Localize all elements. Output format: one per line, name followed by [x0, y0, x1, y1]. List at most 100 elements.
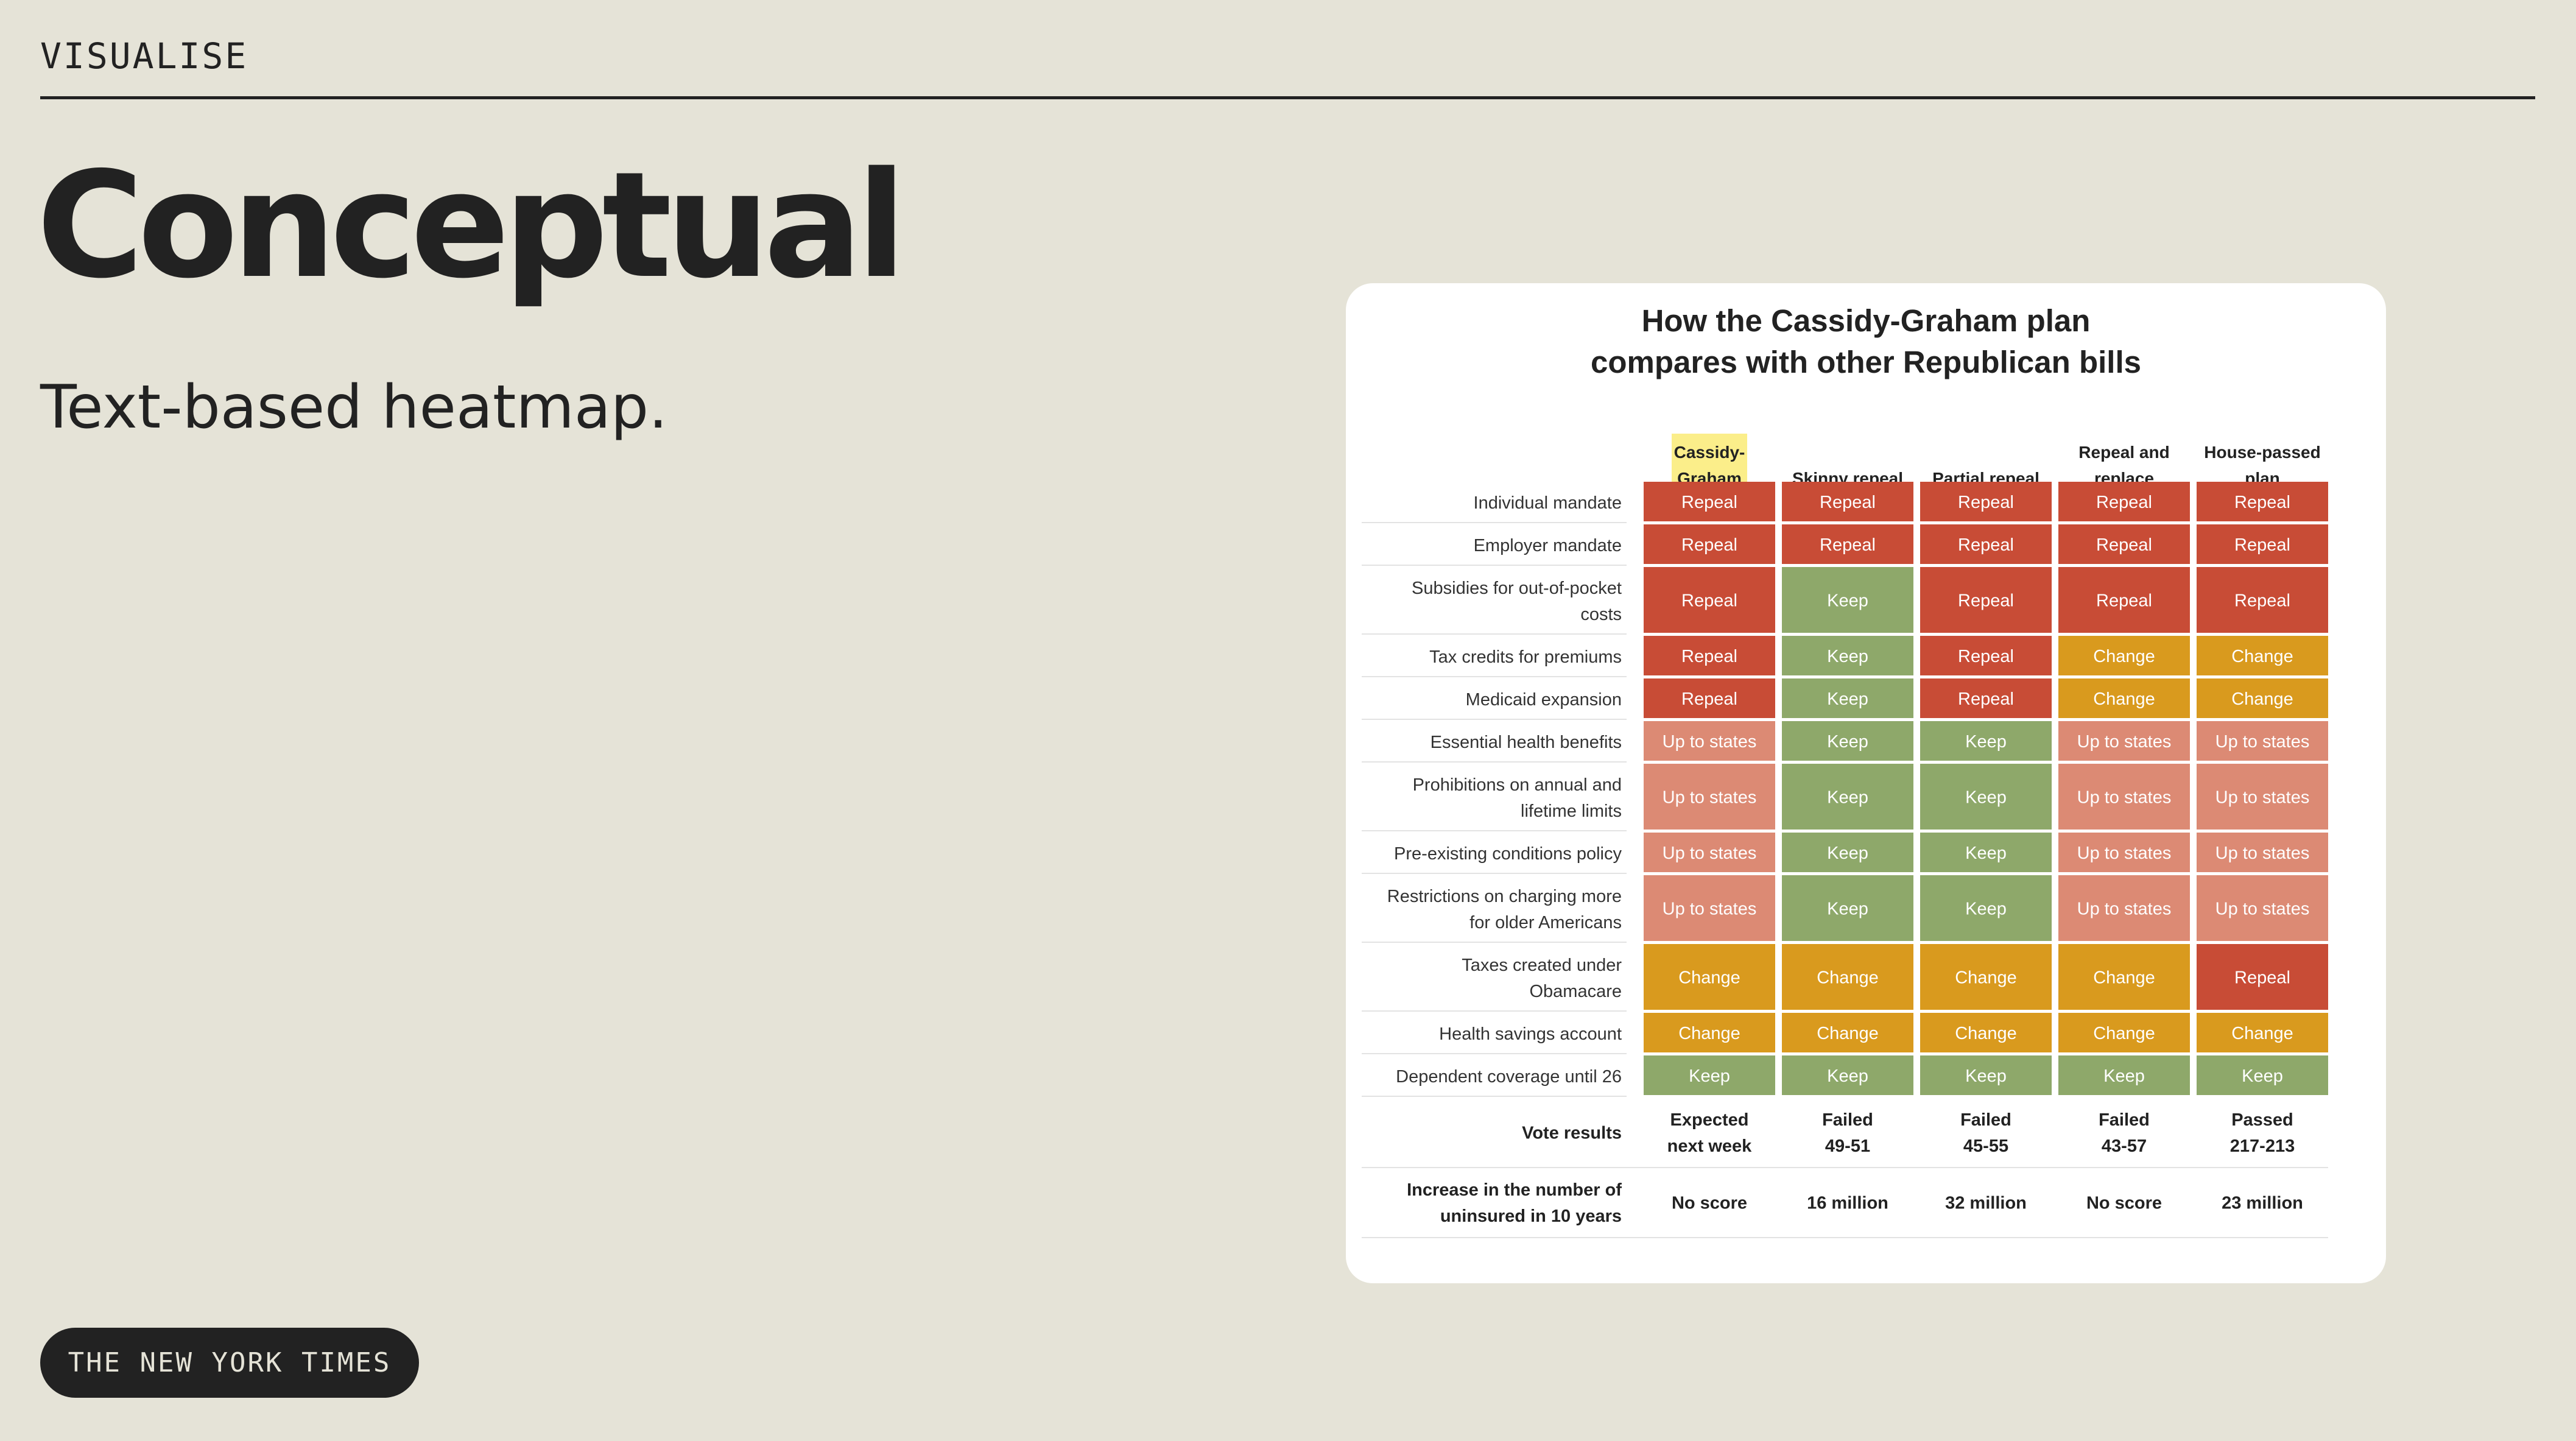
cell-value: Repeal	[1958, 647, 2014, 666]
heatmap-cell	[1644, 678, 1775, 718]
summary-value: Failed 45-55	[1960, 1110, 2011, 1156]
cell-value-line: Change	[1955, 1024, 2017, 1043]
heatmap-cell	[2058, 636, 2190, 675]
row-label-line: Pre-existing conditions policy	[1394, 844, 1622, 864]
summary-label: Increase in the number of uninsured in 10…	[1407, 1180, 1622, 1226]
cell-value-line: Repeal	[1820, 493, 1876, 512]
cell-value-line: Keep	[1965, 788, 2007, 808]
cell-value: Change	[2093, 1024, 2155, 1043]
summary-value: 23 million	[2222, 1194, 2303, 1213]
summary-value-line: 217-213	[2230, 1136, 2295, 1156]
source-pill: THE NEW YORK TIMES	[40, 1328, 419, 1398]
cell-value: Change	[1817, 1024, 1879, 1043]
heatmap-cell	[2058, 875, 2190, 941]
source-pill-label: THE NEW YORK TIMES	[68, 1347, 392, 1378]
row-label-line: Dependent coverage until 26	[1396, 1067, 1622, 1087]
cell-value: Change	[1678, 1024, 1740, 1043]
cell-value-line: Change	[2093, 968, 2155, 988]
cell-value: Keep	[2103, 1066, 2145, 1086]
summary-value-line: Failed	[2099, 1110, 2150, 1130]
summary-value: Failed 43-57	[2099, 1110, 2150, 1156]
heatmap-cell	[2197, 482, 2328, 521]
cell-value-line: Repeal	[2096, 591, 2152, 611]
heatmap-cell	[1920, 944, 2052, 1010]
row-label-line: Employer mandate	[1474, 536, 1622, 555]
heatmap-cell	[1920, 636, 2052, 675]
row-label-line: Taxes created under	[1462, 956, 1622, 975]
row-label: Health savings account	[1439, 1024, 1622, 1044]
cell-value: Keep	[1827, 689, 1868, 709]
cell-value: Keep	[1827, 591, 1868, 611]
summary-value: 32 million	[1945, 1194, 2027, 1213]
cell-value-line: Repeal	[2096, 535, 2152, 555]
cell-value-line: Repeal	[1681, 647, 1737, 666]
page-subtitle: Text-based heatmap.	[40, 373, 668, 442]
row-label: Taxes created under Obamacare	[1462, 956, 1622, 1001]
column-header: Repeal and replace	[2078, 443, 2169, 488]
cell-value-line: Repeal	[1958, 535, 2014, 555]
cell-value-line: Up to states	[1663, 732, 1757, 752]
column-header-line: Cassidy-	[1674, 443, 1745, 462]
summary-value-line: next week	[1667, 1136, 1752, 1156]
cell-value: Keep	[1827, 900, 1868, 919]
cell-value-line: Keep	[1827, 647, 1868, 666]
heatmap-cell	[1782, 721, 1913, 761]
cell-value-line: Repeal	[1958, 647, 2014, 666]
cell-value: Repeal	[1681, 535, 1737, 555]
cell-value: Repeal	[2096, 591, 2152, 611]
heatmap-cell	[1920, 678, 2052, 718]
row-label: Individual mandate	[1474, 493, 1622, 513]
cell-value: Keep	[1965, 900, 2007, 919]
cell-value: Up to states	[2077, 844, 2172, 863]
cell-value: Change	[2093, 968, 2155, 988]
heatmap-cell	[1644, 567, 1775, 633]
cell-value-line: Change	[2093, 1024, 2155, 1043]
cell-value: Repeal	[1958, 689, 2014, 709]
cell-value-line: Keep	[1965, 900, 2007, 919]
row-label: Dependent coverage until 26	[1396, 1067, 1622, 1087]
summary-label: Vote results	[1522, 1124, 1622, 1143]
summary-value: No score	[2086, 1194, 2162, 1213]
cell-value-line: Repeal	[1681, 689, 1737, 709]
cell-value: Up to states	[2215, 900, 2310, 919]
cell-value-line: Change	[2231, 1024, 2293, 1043]
heatmap-cell	[2058, 567, 2190, 633]
cell-value: Keep	[1965, 1066, 2007, 1086]
cell-value: Repeal	[1958, 535, 2014, 555]
heatmap-cell	[2197, 636, 2328, 675]
cell-value: Repeal	[1958, 591, 2014, 611]
heatmap-cell	[1782, 567, 1913, 633]
cell-value: Keep	[1827, 844, 1868, 863]
cell-value-line: Repeal	[1958, 689, 2014, 709]
cell-value: Repeal	[1958, 493, 2014, 512]
summary-value-line: No score	[2086, 1194, 2162, 1213]
row-label: Employer mandate	[1474, 536, 1622, 555]
cell-value: Repeal	[1820, 535, 1876, 555]
heatmap-cell	[1644, 482, 1775, 521]
cell-value-line: Keep	[1827, 788, 1868, 808]
cell-value-line: Up to states	[2215, 900, 2310, 919]
heatmap-cell	[2197, 678, 2328, 718]
cell-value: Change	[2231, 1024, 2293, 1043]
cell-value: Up to states	[2077, 788, 2172, 808]
row-label-line: Obamacare	[1529, 982, 1622, 1001]
row-label-line: Restrictions on charging more	[1387, 887, 1622, 906]
cell-value: Keep	[1689, 1066, 1730, 1086]
row-label-line: Individual mandate	[1474, 493, 1622, 513]
row-label: Medicaid expansion	[1466, 690, 1622, 710]
cell-value-line: Repeal	[2234, 493, 2290, 512]
heatmap-cell	[1920, 567, 2052, 633]
cell-value: Up to states	[2215, 844, 2310, 863]
heatmap-cell	[2197, 944, 2328, 1010]
cell-value: Keep	[1827, 647, 1868, 666]
column-header-line: Repeal and	[2078, 443, 2169, 462]
cell-value: Repeal	[1681, 647, 1737, 666]
summary-value-line: Expected	[1670, 1110, 1749, 1130]
row-label: Subsidies for out-of-pocket costs	[1412, 579, 1622, 624]
heatmap-cell	[2058, 482, 2190, 521]
cell-value: Keep	[1827, 788, 1868, 808]
cell-value: Repeal	[2234, 591, 2290, 611]
heatmap-cell	[2058, 1013, 2190, 1052]
row-label-line: Medicaid expansion	[1466, 690, 1622, 710]
summary-value: Failed 49-51	[1822, 1110, 1873, 1156]
